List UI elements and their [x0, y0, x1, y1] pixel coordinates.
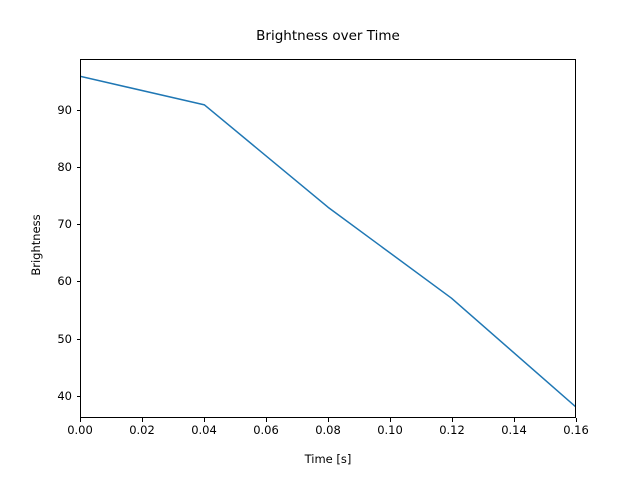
x-tick-mark: [452, 418, 453, 422]
chart-title: Brightness over Time: [256, 28, 400, 44]
x-tick-label: 0.14: [501, 423, 527, 437]
plot-area: [80, 59, 576, 418]
x-tick-mark: [390, 418, 391, 422]
x-tick-label: 0.08: [315, 423, 341, 437]
y-tick-mark: [76, 109, 80, 111]
y-axis-label: Brightness: [29, 214, 43, 276]
x-tick-label: 0.12: [439, 423, 465, 437]
x-tick-label: 0.02: [129, 423, 155, 437]
x-tick-mark: [514, 418, 515, 422]
y-tick-label: 80: [57, 160, 72, 175]
y-tick-mark: [76, 281, 80, 283]
x-tick-mark: [80, 418, 81, 422]
x-tick-mark: [266, 418, 267, 422]
x-tick-label: 0.10: [377, 423, 403, 437]
y-tick-mark: [76, 338, 80, 340]
x-tick-mark: [576, 418, 577, 422]
x-tick-mark: [204, 418, 205, 422]
y-tick-mark: [76, 167, 80, 169]
y-tick-label: 60: [57, 274, 72, 289]
x-tick-label: 0.06: [253, 423, 279, 437]
x-tick-label: 0.16: [563, 423, 589, 437]
y-tick-mark: [76, 224, 80, 226]
y-tick-label: 70: [57, 217, 72, 232]
y-tick-label: 50: [57, 331, 72, 346]
x-tick-label: 0.04: [191, 423, 217, 437]
x-tick-label: 0.00: [67, 423, 93, 437]
data-line-svg: [81, 75, 575, 407]
y-tick-label: 40: [57, 388, 72, 403]
x-axis-label: Time [s]: [304, 452, 352, 466]
y-tick-label: 90: [57, 102, 72, 117]
x-tick-mark: [328, 418, 329, 422]
x-tick-mark: [142, 418, 143, 422]
brightness-line: [81, 75, 575, 407]
y-tick-mark: [76, 395, 80, 397]
